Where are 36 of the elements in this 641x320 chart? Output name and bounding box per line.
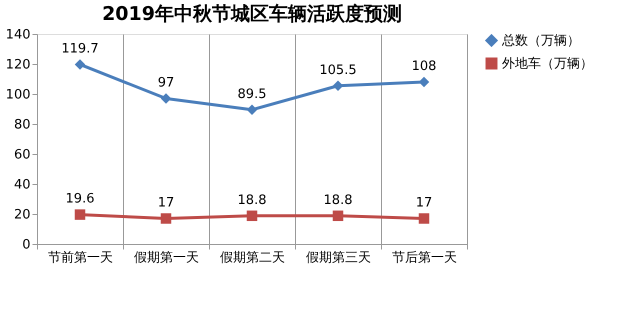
data-label: 119.7 — [61, 41, 99, 56]
point — [418, 76, 430, 88]
x-tick-label: 节后第一天 — [392, 250, 457, 266]
x-tick-label: 假期第二天 — [220, 250, 285, 266]
point — [74, 209, 86, 220]
data-label: 97 — [158, 76, 174, 90]
y-tick-label: 100 — [6, 88, 30, 102]
y-tick-label: 80 — [14, 118, 30, 132]
data-label: 19.6 — [66, 192, 94, 207]
point — [246, 210, 258, 222]
y-tick-label: 140 — [6, 28, 30, 42]
point — [74, 59, 86, 70]
point — [332, 80, 344, 91]
legend-label: 外地车（万辆） — [502, 56, 593, 72]
data-label: 105.5 — [319, 62, 357, 78]
data-label: 18.8 — [238, 192, 266, 208]
data-label: 89.5 — [238, 86, 266, 102]
data-label: 17 — [158, 196, 174, 210]
x-tick-label: 假期第三天 — [306, 250, 371, 266]
x-tick-label: 节前第一天 — [48, 250, 113, 266]
y-tick-label: 120 — [6, 58, 30, 72]
point — [160, 213, 172, 224]
chart-title: 2019年中秋节城区车辆活跃度预测 — [102, 3, 402, 25]
data-label: 108 — [412, 59, 436, 74]
data-label: 17 — [416, 196, 432, 210]
y-tick-label: 20 — [14, 208, 30, 222]
x-tick-label: 假期第一天 — [134, 250, 199, 266]
y-tick-label: 0 — [22, 238, 30, 252]
legend-label: 总数（万辆） — [501, 34, 580, 48]
y-tick-label: 60 — [14, 148, 30, 162]
point — [246, 104, 258, 115]
point — [332, 210, 344, 222]
y-tick-label: 40 — [14, 178, 30, 192]
point — [160, 93, 172, 104]
data-label: 18.8 — [324, 192, 352, 208]
point — [418, 213, 430, 224]
